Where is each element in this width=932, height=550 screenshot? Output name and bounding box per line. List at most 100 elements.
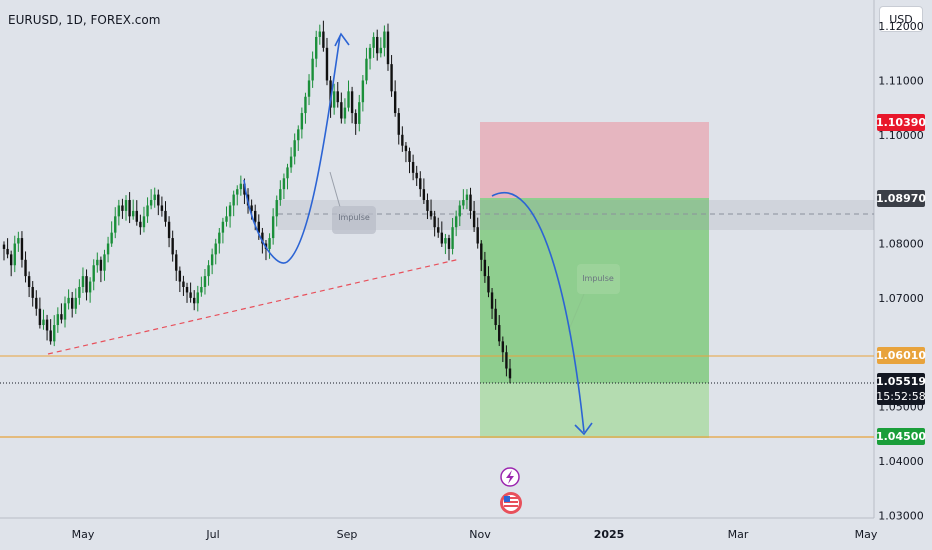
candle-body <box>178 270 182 282</box>
candle-body <box>480 243 483 260</box>
candle-body <box>196 292 199 304</box>
candle-body <box>350 91 354 114</box>
candle-body <box>361 80 365 103</box>
candle-body <box>490 292 494 309</box>
candle-body <box>289 156 293 168</box>
impulse-curve-arrow[interactable] <box>243 35 341 264</box>
candle-body <box>458 205 461 217</box>
level-price-label: 1.06010 <box>876 349 926 362</box>
candle-body <box>24 259 27 277</box>
candle-body <box>214 243 217 255</box>
candle-body <box>203 276 207 287</box>
currency-selector-button[interactable]: USD <box>879 6 923 32</box>
candle-body <box>239 183 243 190</box>
candle-body <box>128 200 131 217</box>
candle-body <box>49 330 52 342</box>
candle-body <box>142 216 146 228</box>
candle-body <box>347 91 350 108</box>
symbol-title: EURUSD, 1D, FOREX.com <box>8 13 161 27</box>
candle-body <box>243 183 246 195</box>
impulse-note-1-callout <box>329 171 341 208</box>
candle-body <box>228 205 232 217</box>
candle-body <box>60 314 63 320</box>
candle-body <box>56 314 60 326</box>
candle-body <box>304 96 307 114</box>
candle-body <box>139 221 142 228</box>
candle-body <box>271 216 275 239</box>
support-trendline[interactable] <box>47 258 461 355</box>
candle-body <box>171 238 174 255</box>
candle-body <box>261 232 264 244</box>
candle-body <box>9 254 13 266</box>
projection-arrowhead <box>574 422 593 436</box>
x-tick-label: Sep <box>337 528 358 541</box>
stop-loss-zone[interactable] <box>480 122 709 198</box>
entry-price-label: 1.08970 <box>876 192 926 205</box>
candle-body <box>469 194 472 211</box>
candle-body <box>200 286 203 293</box>
candle-body <box>293 140 296 157</box>
candle-body <box>383 31 386 48</box>
us-flag-event-icon[interactable] <box>500 492 522 514</box>
candle-body <box>311 58 314 81</box>
x-tick-label: Nov <box>469 528 491 541</box>
candle-body <box>315 36 318 59</box>
candle-body <box>404 145 408 152</box>
candle-body <box>498 325 501 342</box>
candle-body <box>96 259 99 266</box>
candle-body <box>494 308 497 326</box>
candle-body <box>397 113 400 135</box>
candle-body <box>257 221 260 233</box>
candle-body <box>207 265 210 277</box>
impulse-note-1[interactable] <box>332 206 376 234</box>
candle-body <box>343 107 347 119</box>
candle-body <box>164 210 167 222</box>
candle-body <box>167 221 171 239</box>
candle-body <box>106 243 110 255</box>
candle-body <box>358 102 361 124</box>
level-price-label-bg <box>877 347 925 364</box>
candle-body <box>415 172 418 179</box>
x-tick-label: May <box>855 528 878 541</box>
candle-body <box>322 31 325 48</box>
y-tick-label: 1.11000 <box>878 74 924 87</box>
impulse-note-2[interactable] <box>577 264 620 294</box>
time-axis: May Jul Sep Nov 2025 Mar May <box>72 528 878 541</box>
candle-body <box>31 286 34 298</box>
candle-body <box>35 297 38 309</box>
candle-body <box>13 243 16 266</box>
candle-body <box>279 189 282 201</box>
candle-body <box>210 254 214 266</box>
candle-body <box>192 297 196 304</box>
candle-body <box>390 64 393 92</box>
candle-body <box>45 319 49 331</box>
stop-price-label: 1.10390 <box>876 116 926 129</box>
candle-body <box>393 91 397 114</box>
projection-arrow[interactable] <box>491 192 585 433</box>
candle-body <box>454 216 458 228</box>
candle-body <box>368 47 372 59</box>
entry-price-label-bg <box>877 190 925 207</box>
entry-band <box>278 200 874 230</box>
candle-body <box>282 178 286 190</box>
candle-body <box>437 227 440 233</box>
candle-body <box>63 303 67 320</box>
candle-body <box>422 189 426 201</box>
candle-body <box>472 210 476 228</box>
candle-body <box>27 276 31 287</box>
lightning-event-icon[interactable] <box>500 467 520 487</box>
candle-body <box>401 134 404 146</box>
candle-body <box>6 248 9 255</box>
candle-body <box>88 281 92 293</box>
current-price-label: 1.05519 <box>876 375 926 388</box>
candlestick-series <box>2 20 512 384</box>
candle-body <box>429 210 433 217</box>
candle-body <box>254 210 257 222</box>
candle-body <box>508 368 512 379</box>
candle-body <box>225 216 228 222</box>
y-tick-label: 1.12000 <box>878 20 924 33</box>
candle-body <box>440 232 444 244</box>
candle-body <box>476 227 479 244</box>
candle-body <box>332 91 336 108</box>
